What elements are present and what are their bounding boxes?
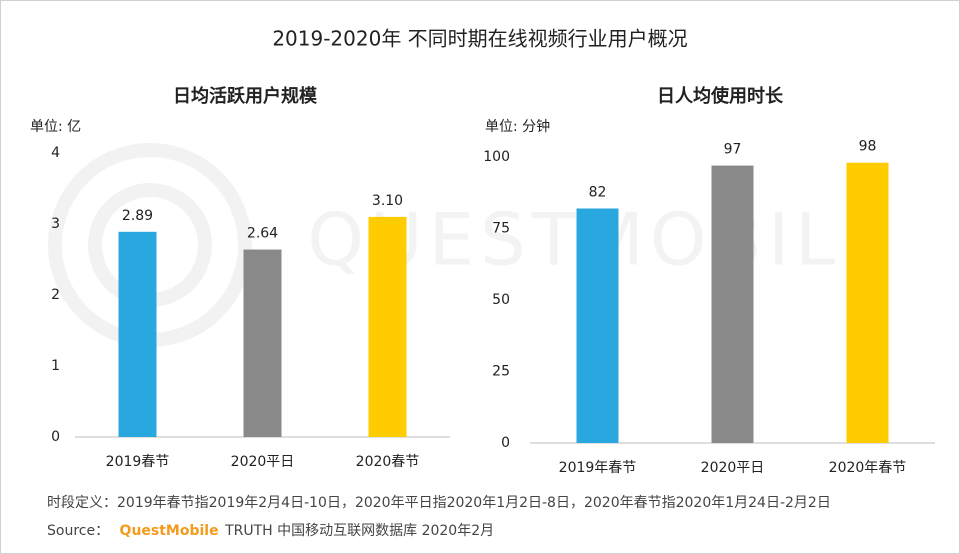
unit-label: 单位: 分钟 (485, 118, 550, 135)
source: Source： QuestMobile TRUTH 中国移动互联网数据库 202… (47, 523, 494, 539)
y-tick-label: 1 (51, 358, 60, 374)
x-tick-label: 2020平日 (701, 460, 765, 476)
bar (243, 249, 282, 437)
bar (846, 162, 889, 443)
y-tick-label: 0 (51, 429, 60, 445)
bar (118, 231, 157, 437)
chart-title: 日均活跃用户规模 (173, 85, 318, 107)
y-tick-label: 50 (492, 292, 510, 308)
source-text: TRUTH 中国移动互联网数据库 2020年2月 (224, 523, 494, 539)
x-tick-label: 2020平日 (231, 454, 295, 470)
x-tick-label: 2020春节 (356, 454, 420, 470)
y-tick-label: 75 (492, 221, 510, 237)
x-tick-label: 2019春节 (106, 454, 170, 470)
source-brand: QuestMobile (120, 523, 219, 539)
value-label: 98 (859, 139, 877, 155)
bar (711, 165, 754, 443)
value-label: 2.64 (247, 226, 278, 242)
y-tick-label: 100 (483, 149, 510, 165)
unit-label: 单位: 亿 (30, 119, 81, 135)
value-label: 2.89 (122, 208, 153, 224)
chart-title: 日人均使用时长 (657, 85, 784, 107)
y-tick-label: 0 (501, 435, 510, 451)
page-title: 2019-2020年 不同时期在线视频行业用户概况 (272, 27, 687, 51)
bar (368, 216, 407, 437)
bar (576, 208, 619, 443)
value-label: 97 (724, 142, 742, 158)
y-tick-label: 3 (51, 216, 60, 232)
y-tick-label: 2 (51, 287, 60, 303)
value-label: 82 (589, 184, 607, 200)
value-label: 3.10 (372, 193, 403, 209)
footnote: 时段定义：2019年春节指2019年2月4日-10日，2020年平日指2020年… (47, 495, 831, 511)
x-tick-label: 2019年春节 (559, 460, 637, 476)
y-tick-label: 25 (492, 364, 510, 380)
source-label: Source： (47, 523, 109, 539)
x-tick-label: 2020年春节 (829, 460, 907, 476)
y-tick-label: 4 (51, 145, 60, 161)
